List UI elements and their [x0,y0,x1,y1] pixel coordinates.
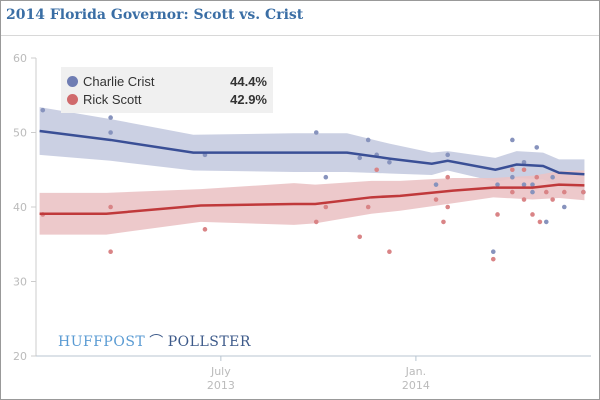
crist-poll-point [530,182,535,187]
crist-poll-point [530,189,535,195]
scott-poll-point [441,219,446,225]
crist-poll-point [313,130,319,135]
crist-poll-point [521,160,527,165]
scott-poll-point [490,256,496,262]
legend-label: Charlie Crist [83,73,155,89]
scott-poll-point [581,189,586,195]
x-tick-label: 2013 [207,379,235,392]
x-tick-label: 2014 [402,379,430,392]
scott-poll-point [357,234,363,240]
legend-item-crist[interactable]: Charlie Crist 44.4% [67,72,267,90]
crist-poll-point [445,152,451,158]
title-divider [1,35,599,36]
crist-poll-point [108,130,113,135]
logo-right: POLLSTER [167,334,251,350]
legend: Charlie Crist 44.4% Rick Scott 42.9% [61,67,273,113]
scott-poll-point [495,212,500,217]
scott-poll-point [202,227,208,232]
crist-poll-point [521,182,527,187]
y-tick-label: 20 [13,350,27,363]
crist-swatch-icon [67,75,78,87]
y-tick-label: 40 [13,201,27,214]
scott-poll-point [445,174,451,180]
crist-poll-point [323,174,329,180]
crist-poll-point [357,155,363,161]
logo-left: HUFFPOST [58,334,146,350]
scott-poll-point [510,189,515,195]
scott-poll-point [510,167,515,173]
y-tick-label: 60 [13,52,27,65]
legend-value: 42.9% [230,91,267,107]
scott-poll-point [108,249,113,254]
scott-poll-point [433,197,439,202]
y-tick-label: 30 [13,276,27,289]
scott-confidence-band [39,170,585,235]
crist-poll-point [387,160,392,165]
scott-trend-line [39,183,585,215]
crist-trend-line [39,129,585,176]
pollster-logo: HUFFPOST ⌒ POLLSTER [58,331,251,351]
crist-poll-point [433,182,439,187]
crist-confidence-band [39,107,585,190]
crist-poll-point [543,219,549,225]
crist-poll-point [490,249,496,254]
chart-title: 2014 Florida Governor: Scott vs. Crist [6,7,304,23]
scott-poll-point [365,204,371,210]
x-tick-label: Jan. [405,365,426,378]
scott-swatch-icon [67,93,78,105]
crist-poll-point [510,174,515,180]
crist-poll-point [534,145,540,150]
x-tick-label: July [210,365,231,378]
scott-poll-point [562,189,567,195]
scott-poll-point [313,219,319,225]
crist-poll-point [40,107,46,113]
crist-poll-point [108,115,113,120]
scott-poll-point [387,249,392,254]
scott-poll-point [521,167,527,173]
crist-poll-point [495,182,500,187]
scott-poll-point [521,197,527,202]
crist-poll-point [365,137,371,143]
scott-poll-point [108,204,113,210]
scott-poll-point [445,204,451,210]
scott-poll-point [530,212,535,217]
scott-poll-point [550,197,555,202]
scott-poll-point [537,219,543,225]
scott-poll-point [323,204,329,210]
y-tick-label: 50 [13,127,27,140]
scott-poll-point [534,174,540,180]
legend-label: Rick Scott [83,91,142,107]
scott-poll-point [543,189,549,195]
legend-item-scott[interactable]: Rick Scott 42.9% [67,90,267,108]
legend-value: 44.4% [230,73,267,89]
swoosh-icon: ⌒ [149,334,164,350]
crist-poll-point [510,137,515,143]
crist-poll-point [562,204,567,210]
crist-poll-point [550,174,555,180]
scott-poll-point [374,167,379,173]
